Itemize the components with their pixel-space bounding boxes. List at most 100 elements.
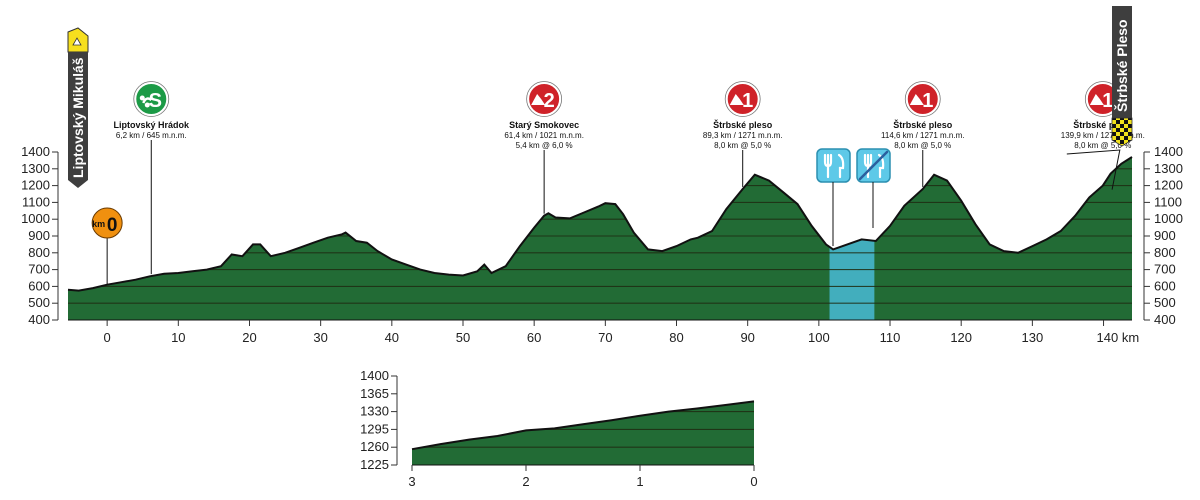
x-tick-label: 20: [242, 330, 256, 345]
y-tick-label-left: 700: [28, 262, 50, 277]
inset-y-tick-label: 1260: [360, 439, 389, 454]
y-tick-label-left: 800: [28, 245, 50, 260]
y-tick-label-right: 1100: [1154, 194, 1182, 209]
x-tick-label: 140 km: [1097, 330, 1140, 345]
waypoint-info: 89,3 km / 1271 m.n.m.: [703, 131, 783, 140]
km0-marker: km 0: [91, 207, 123, 285]
waypoint-info: 8,0 km @ 5,0 %: [714, 141, 771, 150]
km0-icon: [91, 207, 123, 239]
y-tick-label-left: 1200: [21, 178, 50, 193]
kom-category: 2: [544, 90, 555, 112]
waypoint-info: 139,9 km / 1271 m.n.m.: [1061, 131, 1145, 140]
elevation-area: [67, 156, 1133, 321]
y-tick-label-right: 500: [1154, 295, 1176, 310]
y-tick-label-right: 1400: [1154, 144, 1183, 159]
waypoint-info: 114,6 km / 1271 m.n.m.: [881, 131, 964, 140]
kom-category: 1: [742, 90, 753, 112]
inset-y-tick-label: 1330: [360, 404, 389, 419]
kom-category: 1: [922, 90, 933, 112]
x-tick-label: 40: [385, 330, 399, 345]
fork-knife-crossed-icon: [858, 150, 889, 181]
inset-elevation-fill: [412, 401, 754, 465]
inset-y-axis: 1225 1260 1295 1330 1365 1400: [360, 368, 398, 472]
x-tick-label: 90: [740, 330, 754, 345]
fork-knife-icon: [823, 153, 845, 179]
x-tick-label: 70: [598, 330, 612, 345]
inset-x-tick-label: 1: [636, 474, 643, 489]
x-tick-label: 50: [456, 330, 470, 345]
y-tick-label-right: 400: [1154, 312, 1176, 327]
waypoint-name: Štrbské pleso: [893, 119, 953, 130]
y-tick-label-left: 600: [28, 278, 50, 293]
checkered-flag-icon: [1111, 117, 1133, 147]
y-tick-label-left: 900: [28, 228, 50, 243]
inset-y-tick-label: 1295: [360, 421, 389, 436]
inset-y-tick-label: 1225: [360, 457, 389, 472]
inset-elevation-area: [411, 400, 755, 466]
x-tick-label: 80: [669, 330, 683, 345]
feed-start-badge: [816, 148, 851, 183]
finish-sign: Štrbské Pleso: [1111, 6, 1133, 147]
start-sign: Liptovský Mikuláš: [67, 27, 89, 188]
y-tick-label-left: 1300: [21, 161, 50, 176]
y-tick-label-right: 600: [1154, 278, 1176, 293]
y-tick-label-right: 1300: [1154, 161, 1183, 176]
waypoint-info: 5,4 km @ 6,0 %: [516, 141, 573, 150]
mountain-icon: [905, 82, 940, 116]
elevation-fill: [68, 157, 1132, 320]
x-axis: 0 10 20 30 40 50 60 70 80 90 100 110 120 130 140 km: [104, 320, 1140, 345]
y-tick-label-right: 700: [1154, 262, 1176, 277]
y-tick-label-right: 800: [1154, 245, 1176, 260]
finish-name: Štrbské Pleso: [1113, 19, 1130, 112]
waypoint-info: 61,4 km / 1021 m.n.m.: [504, 131, 584, 140]
y-tick-label-right: 1000: [1154, 211, 1183, 226]
waypoint-name: Štrbské pleso: [1073, 119, 1133, 130]
mountain-icon: [527, 82, 562, 116]
x-tick-label: 110: [880, 330, 901, 345]
start-arrow-icon: [72, 37, 82, 46]
y-tick-label-right: 900: [1154, 228, 1176, 243]
km0-value: 0: [107, 215, 118, 236]
start-name: Liptovský Mikuláš: [70, 57, 86, 178]
inset-x-tick-label: 0: [750, 474, 757, 489]
kom-category: 1: [1102, 90, 1113, 112]
y-tick-label-left: 1100: [22, 194, 50, 209]
inset-x-tick-label: 3: [408, 474, 415, 489]
elevation-line: [67, 156, 1133, 292]
x-tick-label: 130: [1022, 330, 1044, 345]
x-tick-label: 30: [313, 330, 327, 345]
km0-prefix: km: [92, 219, 105, 229]
waypoint-info: 8,0 km @ 5,0 %: [1074, 141, 1131, 150]
inset-x-axis: 3 2 1 0: [408, 465, 758, 489]
inset-elevation-line: [411, 400, 755, 451]
waypoint-name: Liptovský Hrádok: [114, 120, 191, 130]
x-tick-label: 10: [171, 330, 185, 345]
waypoint-name: Starý Smokovec: [509, 120, 579, 130]
waypoint-info: 6,2 km / 645 m.n.m.: [116, 131, 187, 140]
waypoint-name: Štrbské pleso: [713, 119, 773, 130]
inset-y-tick-label: 1400: [360, 368, 389, 383]
x-tick-label: 60: [527, 330, 541, 345]
y-tick-label-left: 500: [28, 295, 50, 310]
inset-x-tick-label: 2: [522, 474, 529, 489]
y-tick-label-right: 1200: [1154, 178, 1183, 193]
x-tick-label: 0: [104, 330, 111, 345]
svg-text:S: S: [149, 90, 162, 112]
y-tick-label-left: 1400: [21, 144, 50, 159]
final-km-inset: 1225 1260 1295 1330 1365 1400 3 2 1 0: [360, 368, 758, 489]
y-tick-label-left: 1000: [21, 211, 50, 226]
waypoint-info: 8,0 km @ 5,0 %: [894, 141, 951, 150]
inset-y-tick-label: 1365: [360, 386, 389, 401]
y-tick-label-left: 400: [28, 312, 50, 327]
mountain-icon: [725, 82, 760, 116]
